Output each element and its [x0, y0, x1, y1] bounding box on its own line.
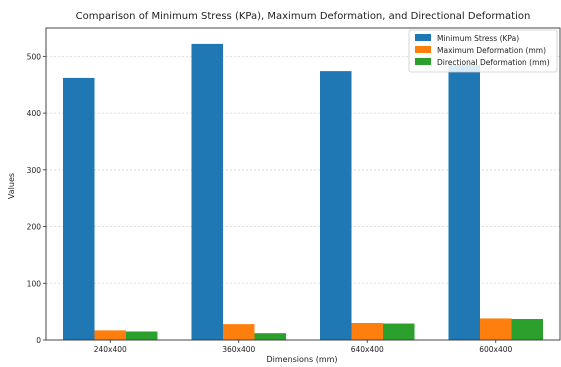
- y-tick-label: 200: [27, 223, 42, 232]
- x-tick-label: 360x400: [222, 345, 255, 354]
- y-tick-label: 400: [27, 109, 42, 118]
- legend-swatch: [415, 34, 431, 41]
- legend-label: Minimum Stress (KPa): [437, 34, 519, 43]
- legend-box: [408, 29, 558, 73]
- bar: [191, 43, 223, 340]
- legend: Minimum Stress (KPa) Maximum Deformation …: [408, 29, 558, 73]
- bar: [448, 64, 480, 340]
- axis-layer: 0 100 200 300 400 500 240x400 360x400 640x400 600…: [27, 27, 561, 354]
- bar: [126, 331, 158, 340]
- x-tick-label: 600x400: [479, 345, 512, 354]
- y-tick-label: 500: [27, 52, 42, 61]
- y-tick-label: 300: [27, 166, 42, 175]
- bar: [63, 77, 95, 341]
- legend-swatch: [415, 58, 431, 65]
- x-tick-label: 240x400: [94, 345, 127, 354]
- plot-frame: [45, 27, 561, 341]
- grid-layer: [46, 55, 560, 341]
- x-tick-label: 640x400: [351, 345, 384, 354]
- legend-swatch: [415, 46, 431, 53]
- bar-layer: [63, 43, 543, 341]
- bar: [254, 333, 286, 340]
- x-axis-label: Dimensions (mm): [266, 355, 337, 364]
- bar: [94, 330, 126, 340]
- bar: [480, 318, 512, 340]
- bar: [351, 322, 383, 340]
- bar: [320, 71, 352, 340]
- y-tick-label: 0: [36, 336, 41, 345]
- bar: [383, 323, 415, 340]
- bar: [511, 319, 543, 340]
- y-axis-label: Values: [7, 173, 16, 199]
- y-tick-label: 100: [27, 279, 42, 288]
- legend-label: Directional Deformation (mm): [437, 58, 550, 67]
- legend-label: Maximum Deformation (mm): [437, 46, 546, 55]
- chart-title: Comparison of Minimum Stress (KPa), Maxi…: [76, 11, 531, 22]
- bar: [223, 324, 255, 340]
